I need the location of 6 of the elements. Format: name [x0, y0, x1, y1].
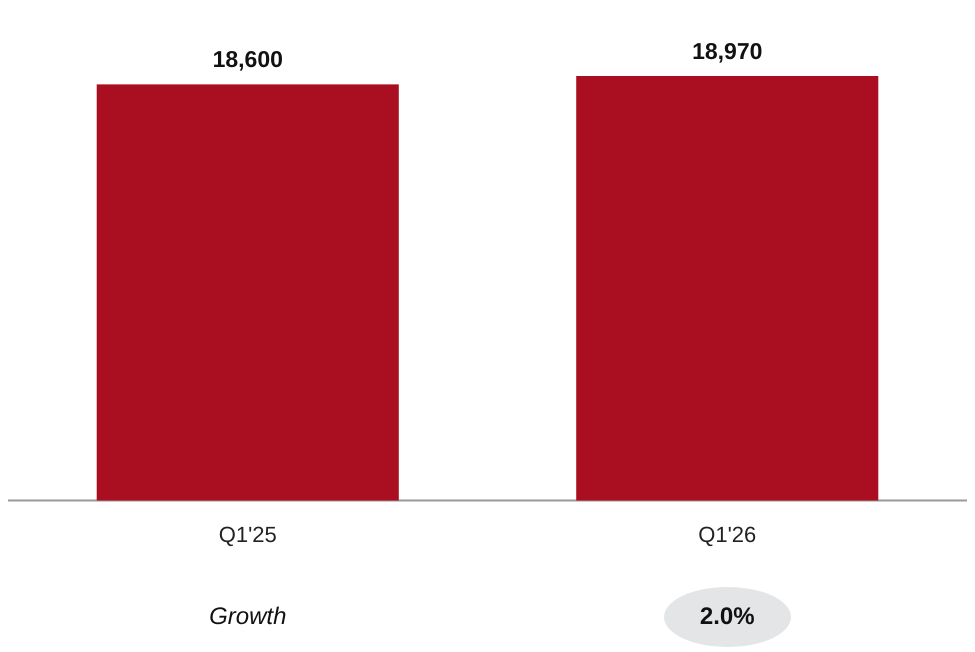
x-tick-label: Q1'25: [218, 522, 277, 547]
text: 2.0%: [664, 587, 791, 647]
x-tick-label: Q1'26: [698, 522, 756, 547]
text: Growth: [209, 602, 286, 632]
data-label: 18,970: [692, 38, 762, 64]
data-label: 18,600: [212, 46, 283, 72]
